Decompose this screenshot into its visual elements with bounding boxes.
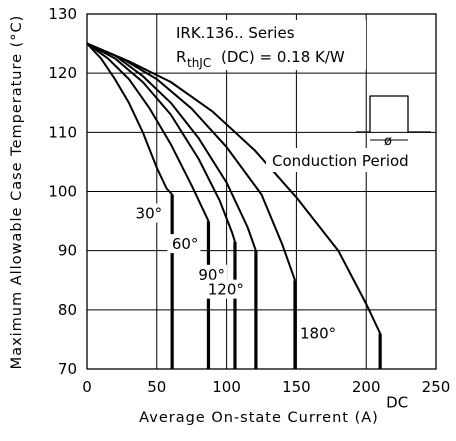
y-tick-label: 100 [48,183,77,201]
x-tick-label: 100 [212,378,241,396]
y-tick-label: 80 [58,301,77,319]
curve-label: DC [386,394,408,412]
curve-label-background [167,234,201,254]
chart-title: IRK.136.. Series [176,24,295,42]
curve-label-background [384,392,409,412]
grid-lines [87,14,436,369]
series-line-dc [86,42,382,334]
curve-label: 180° [300,324,336,342]
series-line-60deg [86,42,210,222]
conduction-period-inset: ø Conduction Period [266,95,431,172]
x-tick-label: 50 [147,378,166,396]
y-axis-title: Maximum Allowable Case Temperature (°C) [9,15,25,370]
title-background [170,20,366,70]
curve-label-background [131,203,165,223]
series-line-30deg [86,42,173,196]
x-tick-label: 0 [82,378,92,396]
y-tick-label: 130 [48,5,77,23]
series-line-90deg [86,42,236,243]
curve-label-background [298,323,341,343]
curves-group [86,42,382,369]
x-tick-label: 150 [282,378,311,396]
x-axis-title: Average On-state Current (A) [139,410,379,426]
x-tick-labels: 0 50 100 150 200 250 [82,378,450,396]
y-tick-label: 120 [48,64,77,82]
y-tick-label: 70 [58,360,77,378]
curve-label: 60° [172,235,199,253]
curve-labels-group: 30° 60° 90°120° 180° DC [131,203,409,412]
curve-label-background [193,264,227,284]
x-tick-label: 200 [352,378,381,396]
inset-label-background [266,148,431,172]
rthjc-value: (DC) = 0.18 K/W [221,48,345,66]
curve-label: 30° [136,204,163,222]
conduction-waveform [356,95,431,133]
rthjc-symbol: R [176,48,186,66]
y-tick-labels: 70 80 90 100 110 120 130 [48,5,77,378]
curve-label-background [203,279,246,299]
curve-label: 90° [198,266,225,284]
y-tick-label: 90 [58,242,77,260]
rthjc-subscript: thJC [187,56,211,70]
x-tick-label: 250 [422,378,451,396]
plot-frame [86,13,437,370]
series-line-120deg [86,42,257,252]
y-tick-label: 110 [48,123,77,141]
conduction-period-label: Conduction Period [272,152,409,170]
curve-label: 120° [208,281,244,299]
conduction-angle-symbol: ø [384,134,392,149]
